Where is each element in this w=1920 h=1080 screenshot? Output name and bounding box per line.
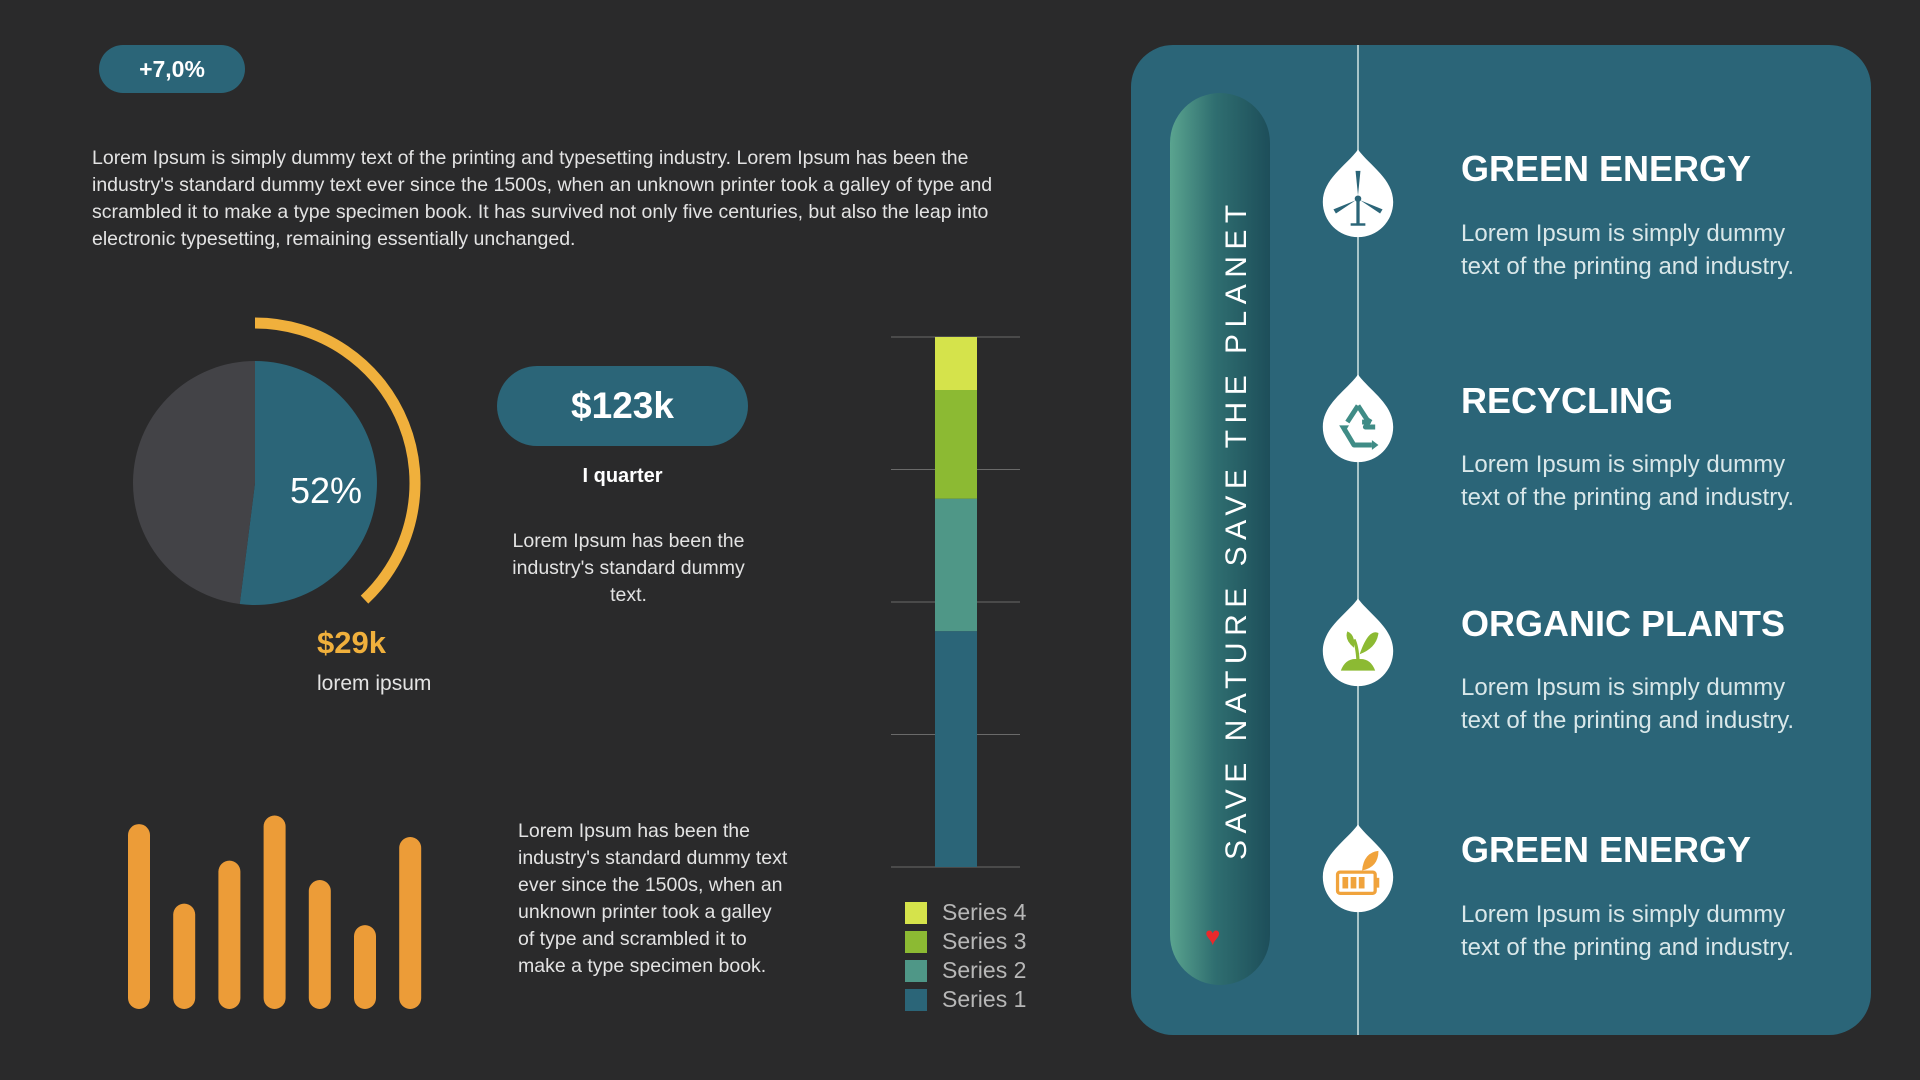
legend-label: Series 4 bbox=[942, 899, 1027, 925]
quarter-description: Lorem Ipsum has been the industry's stan… bbox=[512, 530, 745, 606]
legend-item: Series 3 bbox=[905, 927, 1026, 956]
quarter-value-pill: $123k bbox=[497, 366, 748, 446]
eco-battery-icon bbox=[1322, 824, 1394, 913]
pie-percent-label: 52% bbox=[290, 470, 363, 511]
feature-title-1: GREEN ENERGY bbox=[1461, 148, 1752, 189]
legend-item: Series 1 bbox=[905, 985, 1026, 1014]
legend-label: Series 3 bbox=[942, 928, 1027, 954]
pie-slice-1 bbox=[239, 361, 377, 605]
growth-badge: +7,0% bbox=[99, 45, 245, 93]
vertical-slogan: SAVE NATURE SAVE THE PLANET bbox=[1220, 198, 1253, 860]
feature-title-2: RECYCLING bbox=[1461, 380, 1674, 421]
pie-chart bbox=[132, 317, 421, 605]
pie-caption: lorem ipsum bbox=[317, 672, 432, 695]
legend-swatch bbox=[905, 988, 927, 1011]
recycle-icon bbox=[1322, 374, 1394, 463]
orange-bar-2 bbox=[173, 903, 196, 1009]
feature-desc-2: Lorem Ipsum is simply dummy text of the … bbox=[1461, 451, 1795, 511]
feature-title-4: GREEN ENERGY bbox=[1461, 829, 1752, 870]
legend-swatch bbox=[905, 959, 927, 982]
orange-bar-7 bbox=[399, 837, 422, 1009]
feature-desc-4: Lorem Ipsum is simply dummy text of the … bbox=[1461, 901, 1795, 961]
legend-label: Series 1 bbox=[942, 986, 1027, 1012]
stack-segment-2 bbox=[935, 498, 977, 632]
stack-segment-3 bbox=[935, 390, 977, 499]
orange-bar-1 bbox=[128, 824, 150, 1009]
orange-bar-chart bbox=[128, 815, 422, 1009]
orange-bar-4 bbox=[263, 815, 286, 1009]
orange-bar-3 bbox=[218, 860, 241, 1009]
heart-icon: ♥ bbox=[1205, 921, 1221, 951]
legend-label: Series 2 bbox=[942, 957, 1027, 983]
bars-description: Lorem Ipsum has been the industry's stan… bbox=[518, 820, 788, 977]
plant-sprout-icon bbox=[1322, 598, 1394, 687]
feature-desc-1: Lorem Ipsum is simply dummy text of the … bbox=[1461, 220, 1795, 280]
legend-item: Series 2 bbox=[905, 956, 1026, 985]
feature-title-3: ORGANIC PLANTS bbox=[1461, 603, 1785, 644]
orange-bar-5 bbox=[308, 880, 331, 1009]
legend-item: Series 4 bbox=[905, 898, 1026, 927]
wind-turbine-icon bbox=[1322, 149, 1394, 238]
orange-bar-6 bbox=[354, 925, 376, 1009]
pie-progress-ring bbox=[254, 317, 421, 604]
stack-segment-4 bbox=[935, 337, 977, 390]
legend-swatch bbox=[905, 901, 927, 924]
pie-slice-2 bbox=[132, 361, 255, 605]
pie-value: $29k bbox=[317, 625, 386, 660]
stack-segment-1 bbox=[935, 631, 977, 867]
quarter-label: I quarter bbox=[582, 465, 663, 487]
legend-swatch bbox=[905, 930, 927, 953]
stacked-legend: Series 4 Series 3 Series 2 Series 1 bbox=[905, 898, 1026, 1014]
vertical-pillar bbox=[1170, 93, 1270, 985]
stacked-bar-chart bbox=[891, 336, 1020, 868]
feature-desc-3: Lorem Ipsum is simply dummy text of the … bbox=[1461, 674, 1795, 734]
intro-paragraph: Lorem Ipsum is simply dummy text of the … bbox=[92, 147, 993, 250]
timeline-line bbox=[1357, 45, 1359, 1035]
